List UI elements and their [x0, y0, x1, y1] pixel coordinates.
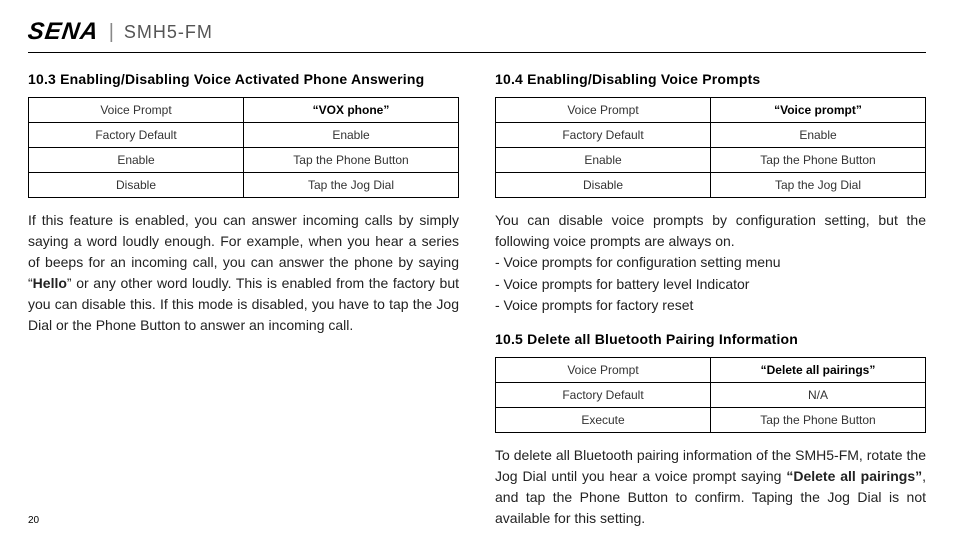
- cell-label: Factory Default: [29, 123, 244, 148]
- right-column: 10.4 Enabling/Disabling Voice Prompts Vo…: [495, 71, 926, 543]
- section-10-5: 10.5 Delete all Bluetooth Pairing Inform…: [495, 331, 926, 529]
- table-row: Enable Tap the Phone Button: [496, 148, 926, 173]
- table-row: Voice Prompt “VOX phone”: [29, 98, 459, 123]
- cell-label: Voice Prompt: [496, 358, 711, 383]
- cell-label: Voice Prompt: [496, 98, 711, 123]
- cell-value: “VOX phone”: [244, 98, 459, 123]
- header-divider: |: [109, 21, 114, 44]
- left-column: 10.3 Enabling/Disabling Voice Activated …: [28, 71, 459, 543]
- cell-value: Tap the Phone Button: [711, 148, 926, 173]
- list-item: - Voice prompts for configuration settin…: [495, 252, 926, 274]
- bold-text: Hello: [33, 275, 67, 291]
- table-row: Factory Default Enable: [29, 123, 459, 148]
- section-10-4: 10.4 Enabling/Disabling Voice Prompts Vo…: [495, 71, 926, 317]
- cell-value: Tap the Phone Button: [244, 148, 459, 173]
- settings-table: Voice Prompt “Delete all pairings” Facto…: [495, 357, 926, 433]
- section-paragraph: You can disable voice prompts by configu…: [495, 210, 926, 252]
- cell-label: Enable: [496, 148, 711, 173]
- table-row: Enable Tap the Phone Button: [29, 148, 459, 173]
- section-title: 10.5 Delete all Bluetooth Pairing Inform…: [495, 331, 926, 347]
- cell-value: Tap the Jog Dial: [711, 173, 926, 198]
- cell-label: Voice Prompt: [29, 98, 244, 123]
- bold-text: “Delete all pairings”: [786, 468, 922, 484]
- section-title: 10.4 Enabling/Disabling Voice Prompts: [495, 71, 926, 87]
- cell-label: Factory Default: [496, 383, 711, 408]
- cell-value: Tap the Jog Dial: [244, 173, 459, 198]
- table-row: Voice Prompt “Delete all pairings”: [496, 358, 926, 383]
- content-columns: 10.3 Enabling/Disabling Voice Activated …: [28, 71, 926, 543]
- cell-value: Enable: [244, 123, 459, 148]
- section-10-3: 10.3 Enabling/Disabling Voice Activated …: [28, 71, 459, 336]
- section-title: 10.3 Enabling/Disabling Voice Activated …: [28, 71, 459, 87]
- text: ” or any other word loudly. This is enab…: [28, 275, 459, 333]
- table-row: Disable Tap the Jog Dial: [29, 173, 459, 198]
- table-row: Factory Default Enable: [496, 123, 926, 148]
- cell-label: Disable: [29, 173, 244, 198]
- page-number: 20: [28, 515, 39, 526]
- cell-label: Execute: [496, 408, 711, 433]
- cell-label: Disable: [496, 173, 711, 198]
- section-paragraph: To delete all Bluetooth pairing informat…: [495, 445, 926, 529]
- table-row: Disable Tap the Jog Dial: [496, 173, 926, 198]
- table-row: Voice Prompt “Voice prompt”: [496, 98, 926, 123]
- list-item: - Voice prompts for factory reset: [495, 295, 926, 317]
- list-item: - Voice prompts for battery level Indica…: [495, 274, 926, 296]
- model-name: SMH5-FM: [124, 22, 213, 43]
- cell-value: N/A: [711, 383, 926, 408]
- cell-value: “Delete all pairings”: [711, 358, 926, 383]
- brand-logo: SENA: [26, 18, 101, 46]
- cell-label: Factory Default: [496, 123, 711, 148]
- table-row: Factory Default N/A: [496, 383, 926, 408]
- page-header: SENA | SMH5-FM: [28, 18, 926, 53]
- cell-value: “Voice prompt”: [711, 98, 926, 123]
- table-row: Execute Tap the Phone Button: [496, 408, 926, 433]
- settings-table: Voice Prompt “VOX phone” Factory Default…: [28, 97, 459, 198]
- section-paragraph: If this feature is enabled, you can answ…: [28, 210, 459, 336]
- cell-label: Enable: [29, 148, 244, 173]
- cell-value: Tap the Phone Button: [711, 408, 926, 433]
- cell-value: Enable: [711, 123, 926, 148]
- settings-table: Voice Prompt “Voice prompt” Factory Defa…: [495, 97, 926, 198]
